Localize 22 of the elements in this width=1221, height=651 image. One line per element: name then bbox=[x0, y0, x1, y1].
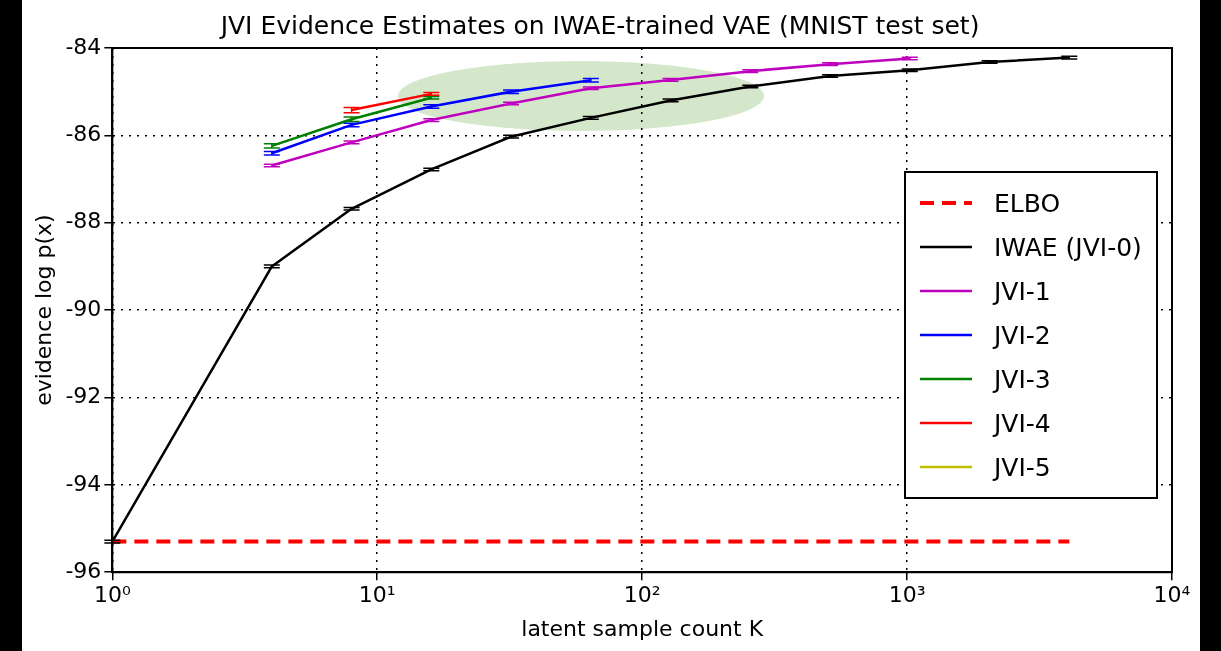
x-tick-label: 10³ bbox=[888, 582, 926, 608]
legend-label: IWAE (JVI-0) bbox=[994, 232, 1142, 262]
x-tick-label: 10⁰ bbox=[93, 582, 131, 608]
y-tick-label: -92 bbox=[65, 383, 102, 409]
legend-label: JVI-4 bbox=[994, 408, 1051, 438]
legend-label: JVI-2 bbox=[994, 320, 1051, 350]
y-tick-label: -90 bbox=[65, 295, 102, 321]
y-tick-label: -94 bbox=[65, 470, 102, 496]
chart-title: JVI Evidence Estimates on IWAE-trained VAE (MNIST test set) bbox=[218, 10, 980, 40]
y-tick-label: -88 bbox=[65, 208, 102, 234]
legend-label: ELBO bbox=[994, 188, 1061, 218]
y-tick-label: -84 bbox=[65, 33, 102, 59]
x-tick-label: 10¹ bbox=[358, 582, 396, 608]
x-tick-label: 10⁴ bbox=[1153, 582, 1191, 608]
x-axis-title: latent sample count K bbox=[521, 615, 764, 641]
legend-label: JVI-3 bbox=[994, 364, 1051, 394]
y-tick-label: -96 bbox=[65, 557, 102, 583]
legend-label: JVI-1 bbox=[994, 276, 1051, 306]
legend-label: JVI-5 bbox=[994, 452, 1051, 482]
y-tick-label: -86 bbox=[65, 121, 102, 147]
y-axis-title: evidence log p(x) bbox=[30, 214, 56, 406]
x-tick-label: 10² bbox=[623, 582, 661, 608]
